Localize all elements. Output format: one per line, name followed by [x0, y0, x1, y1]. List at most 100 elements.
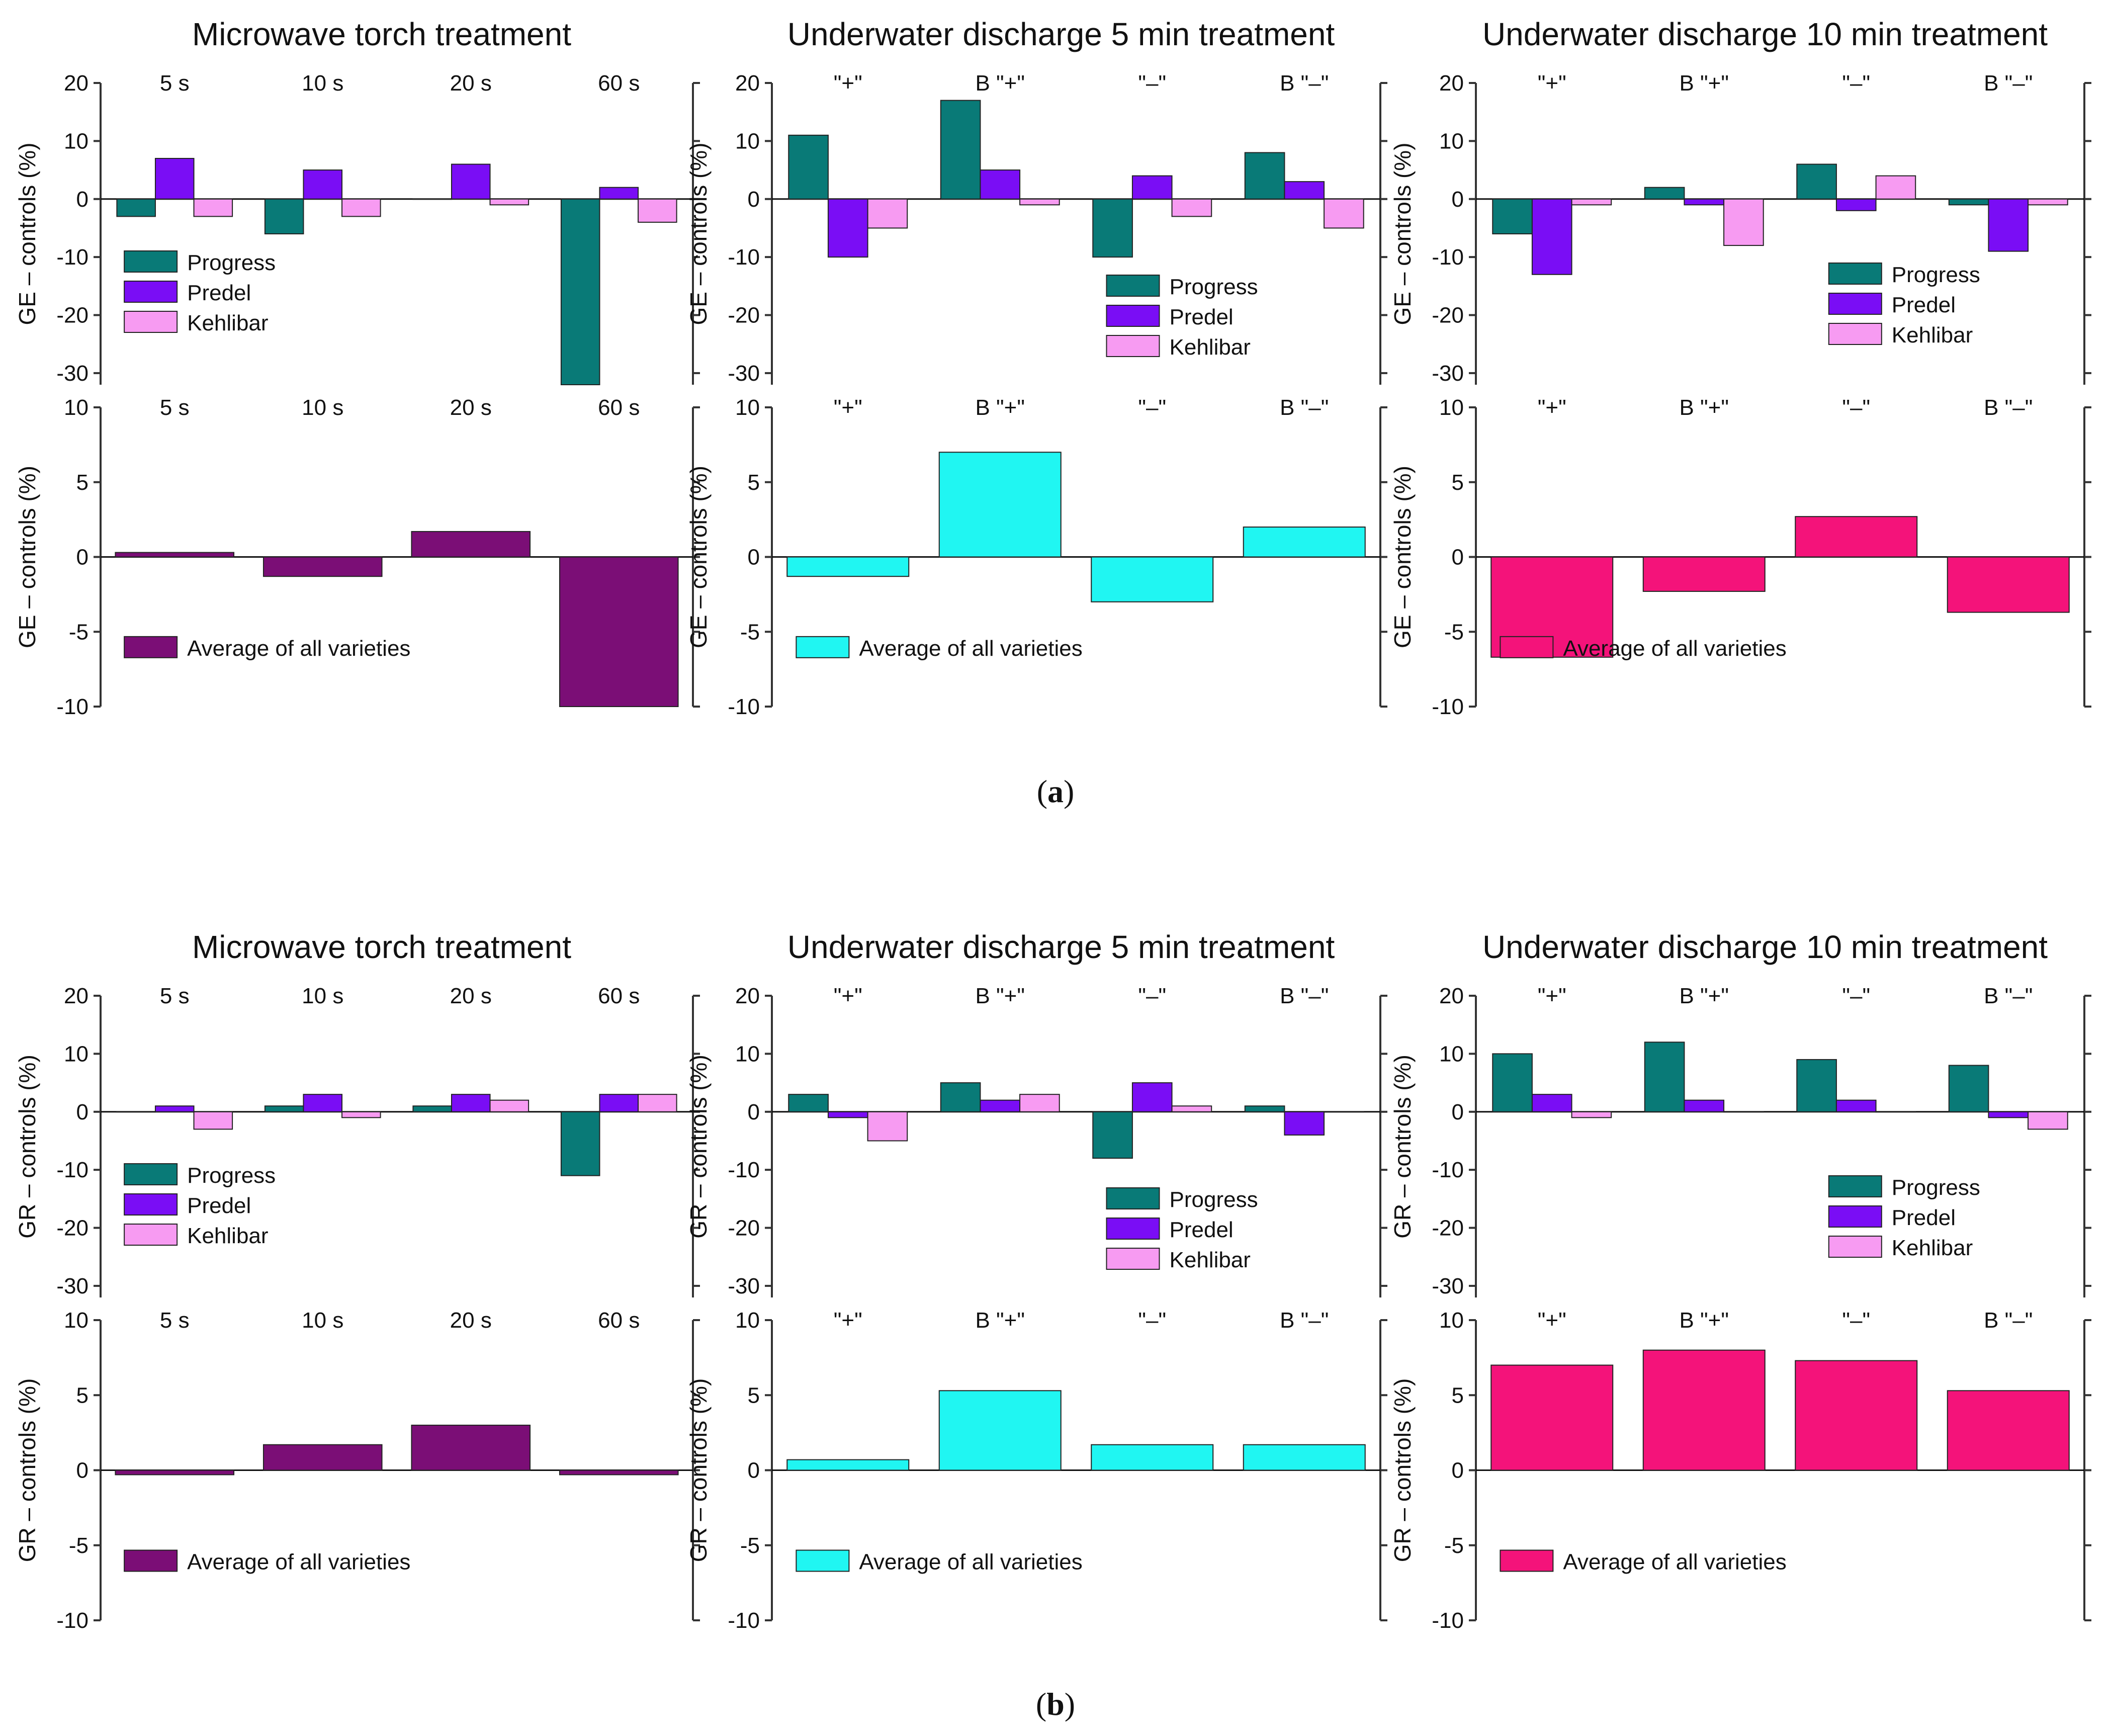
bar-progress [788, 134, 829, 200]
legend-swatch [1828, 293, 1882, 315]
y-tick-label: 0 [748, 545, 760, 570]
y-tick-label: 20 [1439, 71, 1464, 96]
y-tick-label: 0 [76, 545, 89, 570]
legend-label: Average of all varieties [859, 636, 1082, 661]
legend-label: Progress [1170, 1187, 1258, 1212]
bar-predel [303, 1094, 343, 1112]
category-label: 5 s [160, 1308, 190, 1333]
y-axis-label: GR – controls (%) [14, 1378, 40, 1563]
y-tick-label: 0 [1452, 187, 1464, 212]
y-tick-label: 20 [64, 984, 89, 1008]
chart-b-uw10-var: 20 10 0 -10 -20 -30 GR – controls (%) Underwate… [1389, 929, 2091, 1298]
y-tick-label: -5 [69, 1533, 89, 1558]
category-label: "–" [1138, 71, 1166, 96]
legend-swatch [1106, 1248, 1160, 1270]
y-tick-label: 20 [735, 984, 760, 1008]
bar-predel [827, 1111, 868, 1118]
bar-average-of-all-varieties [1795, 516, 1918, 558]
bar-kehlibar [1875, 175, 1916, 200]
bar-progress [940, 1082, 981, 1112]
legend-swatch [124, 281, 178, 303]
y-axis-label: GE – controls (%) [1389, 143, 1416, 325]
chart-title: Microwave torch treatment [192, 929, 571, 965]
y-tick-label: -5 [1444, 620, 1464, 644]
legend-swatch [1500, 1549, 1554, 1572]
legend: Average of all varieties [124, 636, 410, 661]
legend-label: Progress [187, 1163, 276, 1188]
bar-average-of-all-varieties [1243, 527, 1366, 558]
bar-average-of-all-varieties [938, 1390, 1062, 1471]
bar-average-of-all-varieties [115, 1469, 235, 1475]
bar-average-of-all-varieties [559, 1469, 679, 1475]
y-tick-label: 20 [735, 71, 760, 96]
y-tick-label: -10 [1432, 1608, 1464, 1633]
category-label: "–" [1842, 395, 1870, 420]
y-axis-label: GE – controls (%) [14, 466, 40, 648]
y-axis-label: GE – controls (%) [1389, 466, 1416, 648]
chart-b-uw5-avg: 10 5 0 -5 -10 GR – controls (%) "+" B "+" "–" B "… [685, 1308, 1387, 1633]
bar-predel [599, 1094, 639, 1112]
y-axis-label: GE – controls (%) [685, 143, 712, 325]
legend: Progress Predel Kehlibar [1106, 1187, 1258, 1272]
legend: Average of all varieties [1500, 636, 1787, 661]
y-tick-label: -10 [56, 1158, 89, 1182]
y-tick-label: -5 [740, 620, 760, 644]
legend-label: Kehlibar [1170, 335, 1251, 360]
legend-label: Average of all varieties [187, 1550, 410, 1575]
bar-progress [1492, 1053, 1533, 1112]
chart-title: Microwave torch treatment [192, 16, 571, 52]
bar-kehlibar [1723, 198, 1764, 246]
legend: Average of all varieties [796, 636, 1083, 661]
bar-average-of-all-varieties [1642, 556, 1766, 592]
bar-predel [1284, 1111, 1325, 1136]
y-tick-label: 10 [64, 1041, 89, 1066]
category-label: B "–" [1984, 395, 2033, 420]
legend-swatch [124, 1163, 178, 1185]
category-label: 10 s [302, 1308, 343, 1333]
chart-a-mw-avg: 10 5 0 -5 -10 GE – controls (%) 5 s 10 s 20 s 60 … [14, 395, 700, 719]
bar-kehlibar [867, 198, 908, 229]
category-label: B "+" [975, 395, 1025, 420]
bar-average-of-all-varieties [786, 556, 910, 577]
bar-average-of-all-varieties [1490, 1364, 1614, 1471]
bar-kehlibar [341, 1111, 381, 1118]
legend: Progress Predel Kehlibar [124, 250, 276, 335]
y-tick-label: -20 [728, 303, 760, 328]
bar-kehlibar [2028, 198, 2068, 206]
legend-label: Average of all varieties [1563, 636, 1786, 661]
category-label: B "–" [1984, 984, 2033, 1008]
bar-kehlibar [1571, 1111, 1612, 1118]
bar-kehlibar [193, 198, 233, 217]
legend: Average of all varieties [1500, 1549, 1787, 1575]
y-tick-label: -5 [740, 1533, 760, 1558]
category-label: "–" [1842, 984, 1870, 1008]
category-label: B "–" [1280, 395, 1329, 420]
y-tick-label: 5 [1452, 470, 1464, 495]
bar-progress [1796, 163, 1837, 200]
y-tick-label: -30 [1432, 361, 1464, 386]
legend-label: Average of all varieties [187, 636, 410, 661]
bar-average-of-all-varieties [1642, 1349, 1766, 1471]
bar-kehlibar [341, 198, 381, 217]
bar-predel [599, 187, 639, 200]
y-axis-label: GR – controls (%) [1389, 1055, 1416, 1239]
chart-title: Underwater discharge 5 min treatment [787, 929, 1335, 965]
legend-swatch [124, 1549, 178, 1572]
bar-kehlibar [1171, 1105, 1212, 1112]
y-tick-label: 5 [748, 1383, 760, 1408]
legend-swatch [796, 636, 850, 658]
bar-progress [1796, 1059, 1837, 1112]
bar-progress [1948, 198, 1989, 206]
legend-swatch [1500, 636, 1554, 658]
legend-swatch [1828, 1236, 1882, 1258]
category-label: "+" [1538, 71, 1566, 96]
y-tick-label: 20 [64, 71, 89, 96]
bar-predel [1131, 1082, 1173, 1112]
chart-a-uw5-avg: 10 5 0 -5 -10 GE – controls (%) "+" B "+" "–" B "… [685, 395, 1387, 719]
legend-swatch [1106, 275, 1160, 297]
bar-kehlibar [193, 1111, 233, 1130]
y-tick-label: -20 [728, 1216, 760, 1241]
bar-average-of-all-varieties [262, 1444, 383, 1471]
y-tick-label: -10 [1432, 245, 1464, 270]
y-tick-label: 0 [748, 187, 760, 212]
